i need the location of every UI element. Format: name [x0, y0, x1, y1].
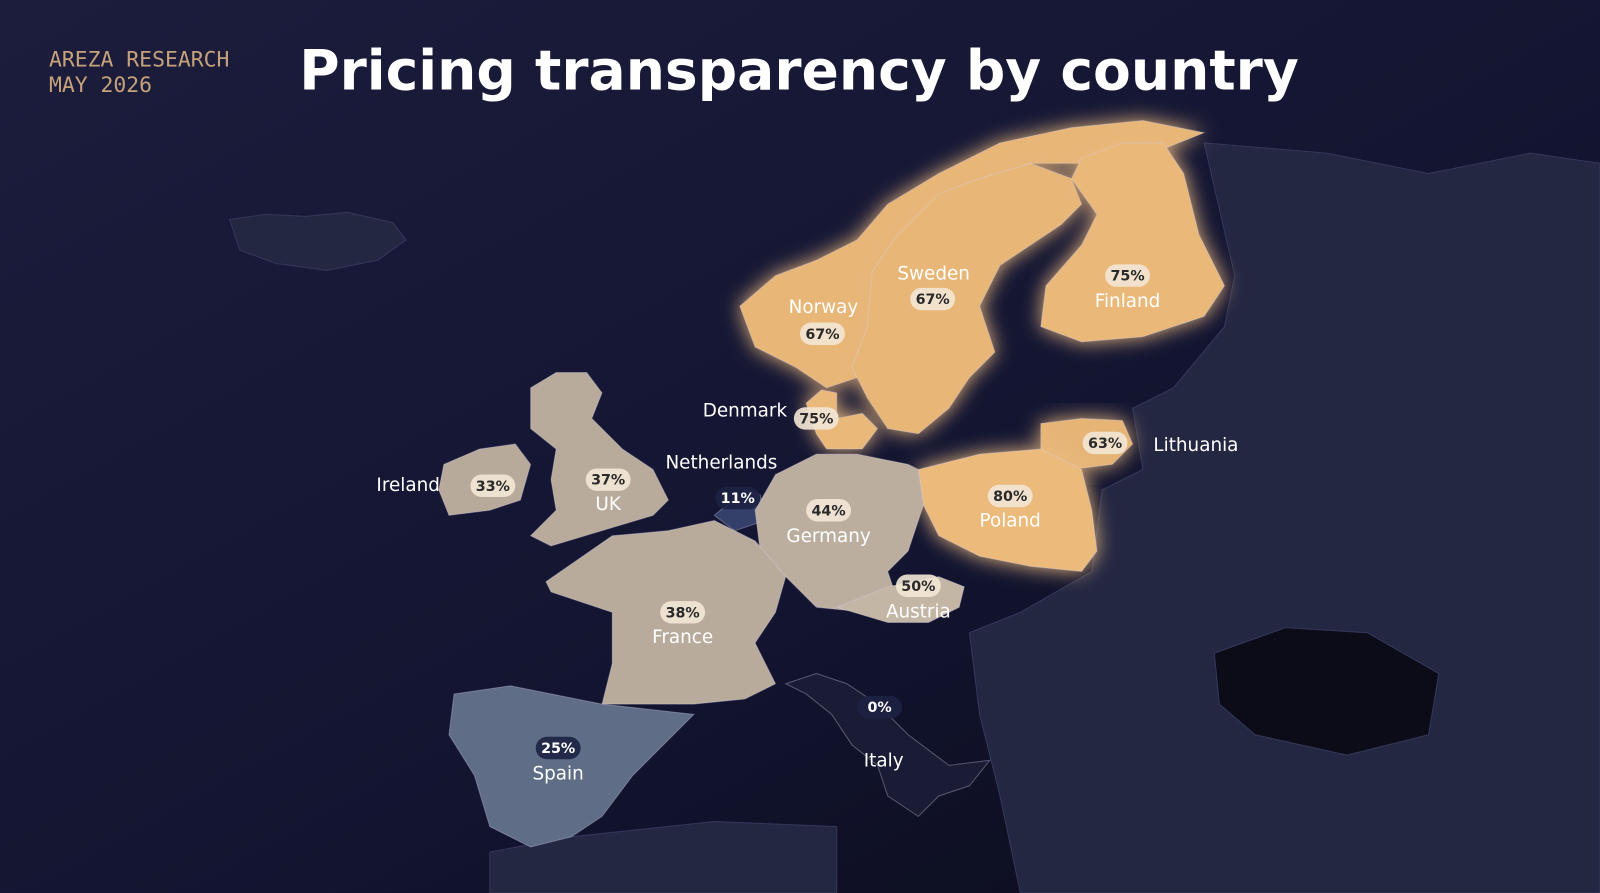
country-name: France	[652, 627, 713, 648]
value-label: 80%	[993, 489, 1027, 505]
value-pill	[910, 287, 956, 311]
value-label: 75%	[799, 411, 833, 427]
value-pill	[1105, 264, 1150, 287]
value-label: 50%	[901, 579, 935, 595]
country-name: Denmark	[703, 400, 788, 421]
country	[917, 448, 1098, 573]
country-name: Ireland	[376, 475, 440, 496]
country-name: Spain	[533, 764, 584, 785]
country	[784, 673, 991, 818]
country-name: Norway	[789, 297, 859, 318]
country	[529, 372, 669, 547]
labels: Norway 67% Sweden 67% Finland 75% Denmark 75% Li…	[376, 264, 1238, 785]
country-name: Lithuania	[1153, 435, 1238, 456]
country-name: UK	[595, 494, 621, 515]
value-label: 38%	[666, 605, 700, 621]
eastern-europe	[968, 142, 1600, 893]
value-label: 33%	[476, 479, 510, 495]
value-pill	[470, 474, 516, 498]
value-pill	[1082, 431, 1128, 455]
value-pill	[793, 407, 839, 430]
country-name: Sweden	[897, 264, 970, 285]
black-sea	[1213, 627, 1440, 756]
country-name: Germany	[786, 526, 871, 547]
value-pill	[806, 499, 852, 522]
value-pill	[857, 695, 903, 719]
value-label: 25%	[541, 741, 575, 757]
iceland	[228, 211, 407, 271]
value-label: 67%	[916, 292, 950, 308]
value-label: 44%	[811, 503, 845, 519]
country-name: Italy	[864, 750, 904, 771]
country-name: Austria	[886, 601, 951, 622]
value-label: 37%	[591, 473, 625, 489]
brand: AREZA RESEARCH	[49, 47, 229, 72]
value-pill	[660, 601, 706, 624]
value-label: 11%	[721, 491, 755, 507]
value-pill	[895, 574, 941, 598]
value-pill	[800, 322, 845, 345]
country	[1040, 142, 1226, 343]
country-name: Finland	[1095, 291, 1161, 312]
country	[448, 685, 695, 848]
value-pill	[535, 736, 581, 760]
value-label: 0%	[867, 700, 891, 716]
country-name: Poland	[980, 511, 1041, 532]
value-label: 63%	[1088, 436, 1122, 452]
value-pill	[987, 484, 1033, 508]
value-pill	[715, 486, 761, 510]
country	[805, 389, 879, 450]
value-pill	[585, 468, 631, 491]
date: MAY 2026	[49, 73, 152, 98]
country	[851, 162, 1083, 435]
country-name: Netherlands	[665, 452, 777, 473]
value-label: 67%	[805, 327, 839, 343]
chart-title: Pricing transparency by country	[299, 39, 1299, 103]
value-label: 75%	[1110, 269, 1144, 285]
